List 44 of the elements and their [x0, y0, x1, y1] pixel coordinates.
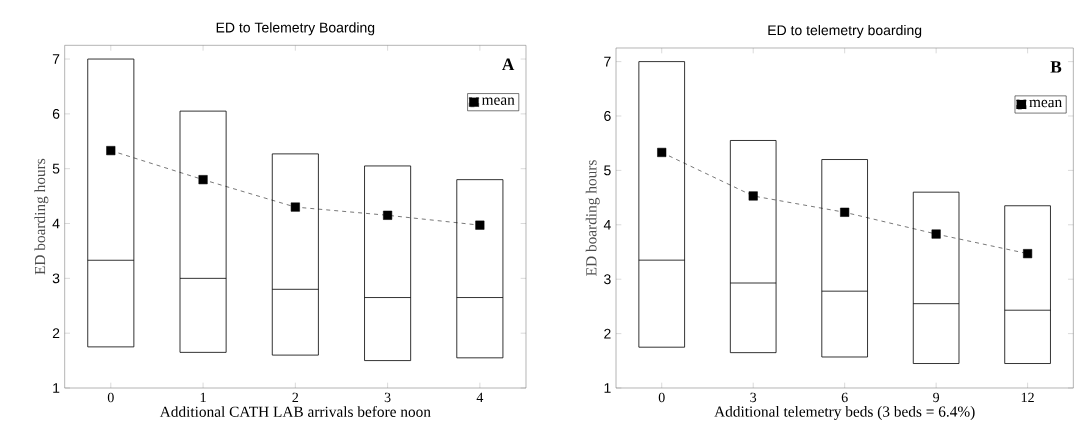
legend-label: mean	[1029, 99, 1062, 108]
point	[931, 229, 941, 239]
x-tick-label: 12	[1021, 392, 1034, 402]
y-tick-label: 6	[604, 111, 611, 121]
y-tick-label: 5	[52, 163, 60, 174]
x-tick-label: 9	[933, 392, 940, 403]
point	[106, 146, 116, 156]
y-tick-label: 7	[52, 54, 60, 64]
y-tick-label: 3	[604, 274, 611, 285]
annotation: A	[502, 58, 515, 71]
y-tick-label: 4	[603, 219, 611, 230]
y-tick-label: 1	[53, 383, 60, 393]
x-tick-label: 0	[107, 392, 114, 403]
point	[1023, 249, 1033, 259]
y-tick-label: 5	[604, 165, 611, 176]
y-tick-label: 3	[52, 273, 60, 284]
point	[383, 210, 393, 220]
y-tick-label: 2	[604, 328, 611, 339]
x-tick-label: 3	[750, 392, 757, 403]
point	[475, 220, 485, 230]
point	[198, 175, 208, 185]
y-tick-label: 4	[52, 218, 60, 229]
y-axis-title: ED boarding hours	[585, 160, 600, 276]
x-tick-label: 6	[841, 392, 848, 403]
x-tick-label: 0	[658, 392, 665, 403]
x-axis-title: Additional CATH LAB arrivals before noon	[159, 405, 431, 417]
y-tick-label: 1	[604, 383, 611, 393]
point	[840, 207, 850, 217]
y-tick-label: 2	[52, 328, 60, 339]
x-tick-label: 1	[200, 392, 206, 402]
point	[748, 191, 758, 201]
y-axis-title: ED boarding hours	[34, 158, 49, 275]
annotation: B	[1050, 61, 1062, 73]
x-tick-label: 2	[292, 392, 299, 402]
y-tick-label: 7	[604, 56, 611, 67]
legend-label: mean	[481, 97, 515, 105]
x-tick-label: 3	[384, 392, 391, 403]
point	[290, 202, 300, 212]
chart-title: ED to Telemetry Boarding	[216, 22, 375, 36]
x-axis-title: Additional telemetry beds (3 beds = 6.4%)	[714, 405, 975, 420]
chart-title: ED to telemetry boarding	[768, 24, 922, 38]
point	[657, 147, 667, 157]
x-tick-label: 4	[476, 392, 484, 402]
y-tick-label: 6	[52, 108, 60, 119]
